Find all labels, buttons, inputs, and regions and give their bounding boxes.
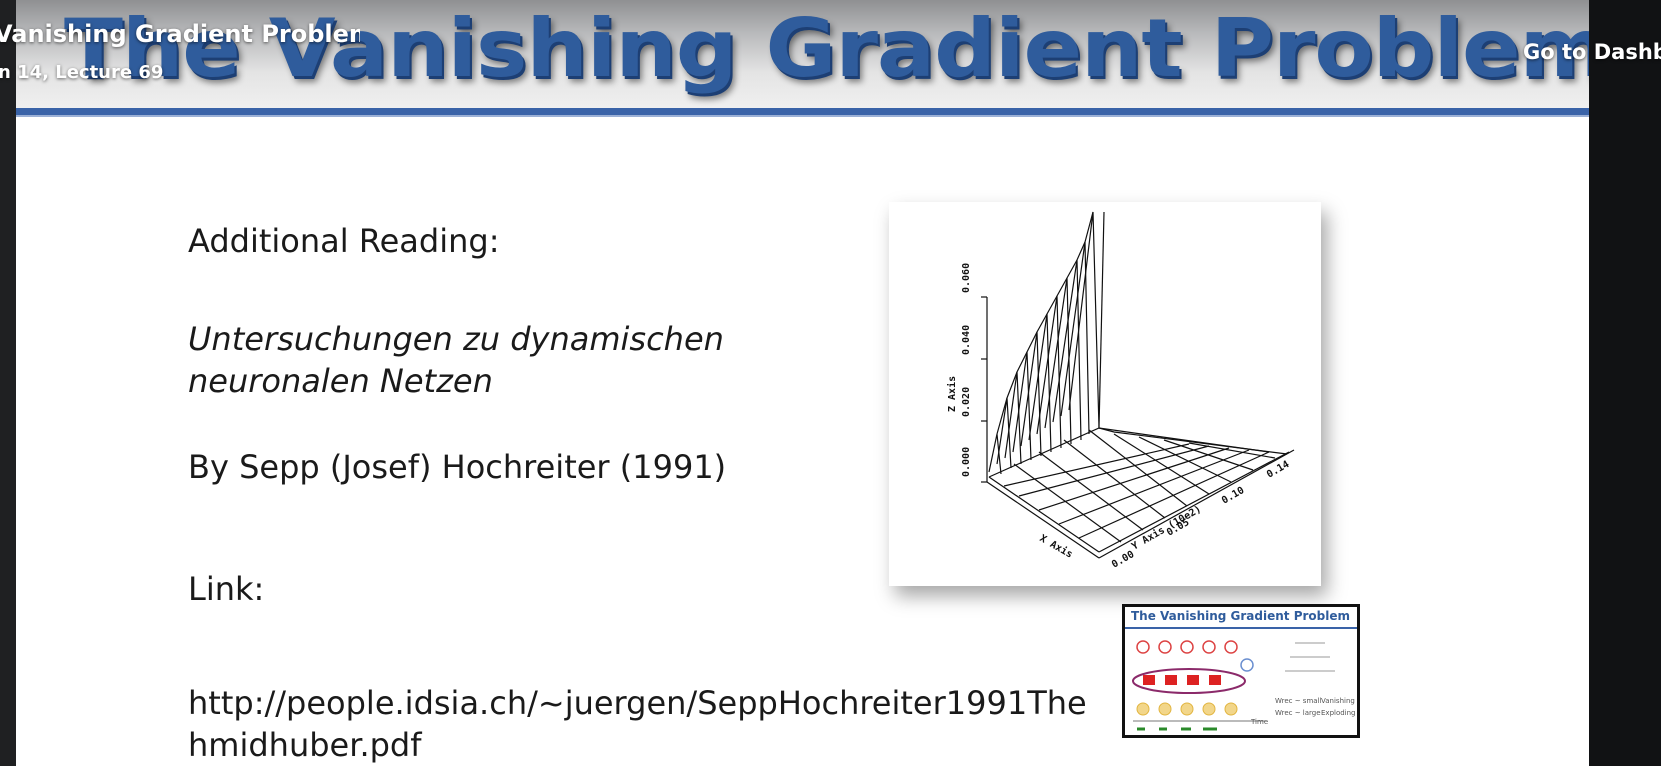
z-tick-0: 0.000 [961, 447, 972, 477]
player-right-edge [1589, 0, 1661, 766]
surface-plot-figure: 0.000 0.020 0.040 0.060 Z Axis X Axis Y … [889, 202, 1321, 586]
next-slide-thumbnail[interactable]: The Vanishing Gradient Problem Wrec ~ sm… [1122, 604, 1360, 738]
book-title-line2: neuronalen Netzen [188, 362, 493, 400]
slide-title: The Vanishing Gradient Problem [64, 2, 1589, 95]
thumbnail-title: The Vanishing Gradient Problem [1131, 609, 1351, 623]
x-axis-label: X Axis [1038, 532, 1075, 560]
surface-plot-svg: 0.000 0.020 0.040 0.060 Z Axis X Axis Y … [946, 211, 1295, 571]
z-tick-2: 0.040 [961, 325, 972, 355]
video-slide[interactable]: The Vanishing Gradient Problem Additiona… [16, 0, 1589, 766]
thumbnail-label-exploding: Exploding [1321, 709, 1356, 717]
y-axis-line [1098, 449, 1295, 559]
z-tick-3: 0.060 [961, 263, 972, 293]
link-label: Link: [188, 570, 265, 608]
z-tick-1: 0.020 [961, 387, 972, 417]
paper-url: http://people.idsia.ch/~juergen/SeppHoch… [188, 682, 1087, 766]
z-axis-label: Z Axis [946, 376, 958, 412]
thumbnail-diagram: Wrec ~ small Vanishing Wrec ~ large Expl… [1132, 640, 1356, 731]
thumbnail-time-label: Time [1250, 718, 1268, 726]
paper-url-line2: hmidhuber.pdf [188, 726, 422, 764]
paper-url-line1: http://people.idsia.ch/~juergen/SeppHoch… [188, 684, 1087, 722]
lecture-info-overlay: Vanishing Gradient Problem n 14, Lecture… [0, 0, 360, 100]
dashboard-link-container: Go to Dashbo [1520, 30, 1661, 70]
book-title-line1: Untersuchungen zu dynamischen [188, 320, 724, 358]
slide-header-bar [16, 108, 1589, 115]
go-to-dashboard-link[interactable]: Go to Dashbo [1523, 40, 1661, 64]
y-tick-0: 0.00 [1110, 549, 1136, 571]
slide-header-bar-light [16, 115, 1589, 117]
lecture-subtitle: n 14, Lecture 69 [0, 62, 164, 83]
lecture-title: Vanishing Gradient Problem [0, 20, 360, 48]
additional-reading-heading: Additional Reading: [188, 222, 500, 260]
thumbnail-label-large: Wrec ~ large [1275, 709, 1321, 717]
book-title: Untersuchungen zu dynamischen neuronalen… [188, 318, 724, 402]
slide-header [16, 0, 1589, 112]
thumbnail-label-small: Wrec ~ small [1275, 697, 1322, 705]
book-author: By Sepp (Josef) Hochreiter (1991) [188, 448, 727, 486]
player-left-edge [0, 0, 16, 766]
surface-wireframe [981, 211, 1295, 559]
thumbnail-label-vanishing: Vanishing [1321, 697, 1355, 705]
x-axis-line [986, 481, 1100, 559]
thumbnail-header-line [1125, 627, 1357, 629]
